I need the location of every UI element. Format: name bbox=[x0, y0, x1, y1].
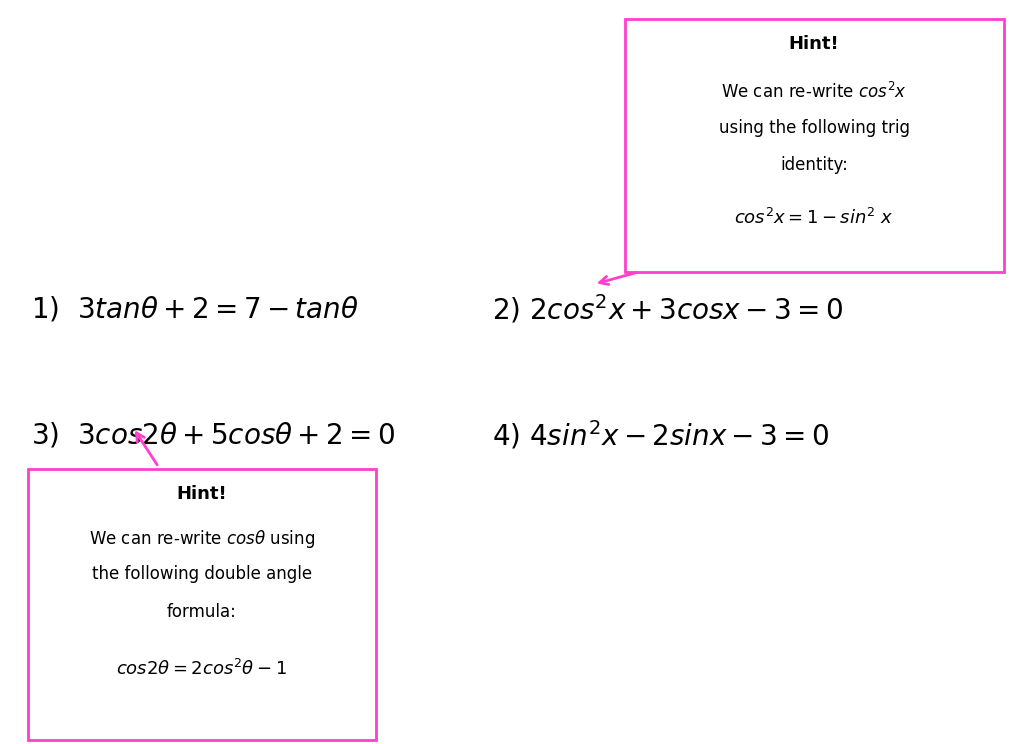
Text: the following double angle: the following double angle bbox=[92, 565, 311, 583]
Text: 4) $4sin^2x - 2sinx - 3 = 0$: 4) $4sin^2x - 2sinx - 3 = 0$ bbox=[492, 419, 828, 452]
Text: We can re-write $cos\theta$ using: We can re-write $cos\theta$ using bbox=[89, 528, 314, 551]
Text: formula:: formula: bbox=[167, 603, 237, 620]
FancyBboxPatch shape bbox=[28, 469, 376, 740]
FancyBboxPatch shape bbox=[625, 19, 1004, 272]
Text: 3)  $3cos2\theta + 5cos\theta + 2 = 0$: 3) $3cos2\theta + 5cos\theta + 2 = 0$ bbox=[31, 421, 395, 449]
Text: identity:: identity: bbox=[780, 156, 848, 174]
Text: 1)  $3tan\theta + 2 = 7 - tan\theta$: 1) $3tan\theta + 2 = 7 - tan\theta$ bbox=[31, 295, 358, 323]
Text: 2) $2cos^2x + 3cosx - 3 = 0$: 2) $2cos^2x + 3cosx - 3 = 0$ bbox=[492, 292, 843, 325]
Text: $cos^2x = 1 - sin^2\ x$: $cos^2x = 1 - sin^2\ x$ bbox=[734, 208, 894, 228]
Text: We can re-write $cos^2x$: We can re-write $cos^2x$ bbox=[721, 82, 907, 102]
Text: Hint!: Hint! bbox=[176, 485, 227, 503]
Text: using the following trig: using the following trig bbox=[719, 119, 909, 137]
Text: Hint!: Hint! bbox=[788, 35, 840, 53]
Text: $cos2\theta = 2cos^2\theta - 1$: $cos2\theta = 2cos^2\theta - 1$ bbox=[117, 658, 287, 679]
